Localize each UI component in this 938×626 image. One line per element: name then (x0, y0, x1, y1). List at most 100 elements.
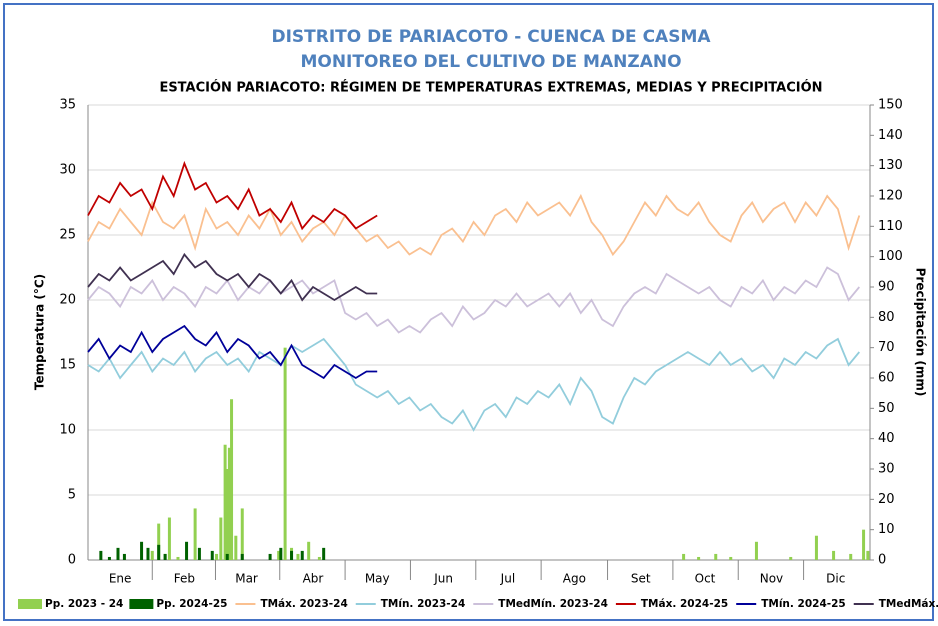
precip-bar (197, 547, 201, 560)
temperature-line (87, 266, 860, 334)
legend-label: TMín. 2024-25 (761, 598, 846, 610)
y2-tick-label: 90 (878, 280, 895, 295)
precip-bar (682, 553, 686, 560)
x-tick-label: Set (631, 572, 651, 586)
precip-bar (157, 544, 161, 560)
x-tick-label: Abr (303, 572, 324, 586)
legend-label: TMín. 2023-24 (381, 598, 466, 610)
y2-tick-label: 0 (878, 553, 886, 568)
temperature-line (87, 324, 378, 380)
y-tick-label: 30 (59, 163, 76, 178)
x-tick-label: May (365, 572, 390, 586)
x-tick-label: Nov (760, 572, 783, 586)
precip-bar (230, 399, 234, 560)
temperature-line (87, 337, 860, 432)
x-tick-label: Jun (433, 572, 453, 586)
chart-frame (3, 3, 934, 621)
precip-bar (729, 556, 733, 560)
legend-label: TMedMáx. 2024-25 (879, 598, 938, 610)
station-title: ESTACIÓN PARIACOTO: RÉGIMEN DE TEMPERATU… (159, 80, 822, 96)
y-tick-label: 15 (59, 358, 76, 373)
y2-tick-label: 80 (878, 310, 895, 325)
legend-label: TMáx. 2023-24 (260, 598, 347, 610)
y2-tick-label: 70 (878, 340, 895, 355)
precip-bar (240, 508, 244, 560)
y-tick-label: 20 (59, 293, 76, 308)
precip-bar (167, 517, 171, 560)
y2-tick-label: 40 (878, 431, 895, 446)
x-tick-label: Ago (563, 572, 586, 586)
precip-bar (223, 444, 227, 560)
precip-bar (157, 523, 161, 560)
y2-tick-label: 110 (878, 219, 903, 234)
y2-tick-label: 10 (878, 522, 895, 537)
y2-tick-label: 100 (878, 249, 903, 264)
legend-swatch (129, 599, 154, 609)
precip-bar (317, 556, 321, 560)
y2-tick-label: 140 (878, 128, 903, 143)
legend-swatch (18, 599, 42, 609)
precip-bar (210, 550, 214, 560)
precip-bar (307, 541, 311, 560)
y2-axis-title: Precipitación (mm) (914, 268, 928, 397)
temperature-line (87, 252, 378, 302)
precip-bar (279, 547, 283, 560)
legend-label: Pp. 2023 - 24 (45, 598, 123, 610)
precip-bar (277, 550, 281, 560)
precip-bar (234, 535, 238, 560)
y-tick-label: 25 (59, 228, 76, 243)
x-tick-label: Oct (695, 572, 716, 586)
precip-bar (322, 547, 326, 560)
precip-bar (146, 547, 150, 560)
y-tick-label: 0 (68, 553, 76, 568)
legend-label: TMedMín. 2023-24 (498, 598, 608, 610)
precip-bar (268, 553, 272, 560)
precip-bar (296, 553, 300, 560)
precip-bar (283, 347, 287, 560)
precip-bar (866, 550, 870, 560)
legend-label: TMáx. 2024-25 (641, 598, 728, 610)
legend-label: Pp. 2024-25 (156, 598, 227, 610)
precip-bar (697, 556, 701, 560)
precip-bar (225, 553, 229, 560)
precip-bar (789, 556, 793, 560)
y-tick-label: 5 (68, 488, 76, 503)
chart-subtitle: MONITOREO DEL CULTIVO DE MANZANO (300, 52, 681, 72)
precip-bar (832, 550, 836, 560)
y2-tick-label: 120 (878, 189, 903, 204)
precip-bar (122, 553, 126, 560)
precip-bar (193, 508, 197, 560)
x-tick-label: Feb (174, 572, 195, 586)
y-tick-label: 10 (59, 423, 76, 438)
chart-title: DISTRITO DE PARIACOTO - CUENCA DE CASMA (271, 27, 711, 47)
precip-bar (849, 553, 853, 560)
y2-tick-label: 150 (878, 98, 903, 113)
temperature-line (87, 160, 378, 231)
precip-bar (240, 553, 244, 560)
temperature-line (87, 193, 861, 257)
y2-tick-label: 130 (878, 158, 903, 173)
precip-bar (150, 550, 154, 560)
precip-bar (290, 550, 294, 560)
y2-tick-label: 30 (878, 462, 895, 477)
precip-bar (140, 541, 144, 560)
x-tick-label: Ene (109, 572, 132, 586)
precip-bar (176, 556, 180, 560)
precip-bar (814, 535, 818, 560)
precip-bar (99, 550, 103, 560)
y2-tick-label: 60 (878, 371, 895, 386)
x-tick-label: Mar (235, 572, 258, 586)
y-tick-label: 35 (59, 98, 76, 113)
precip-bar (215, 553, 219, 560)
precip-bar (107, 556, 111, 560)
precip-bar (225, 469, 229, 560)
precip-bar (227, 447, 231, 560)
precip-bar (714, 553, 718, 560)
precip-bar (163, 553, 167, 560)
precip-bar (219, 517, 223, 560)
y2-tick-label: 20 (878, 492, 895, 507)
y-axis-title: Temperatura (°C) (33, 274, 47, 390)
precip-bar (116, 547, 120, 560)
y2-tick-label: 50 (878, 401, 895, 416)
